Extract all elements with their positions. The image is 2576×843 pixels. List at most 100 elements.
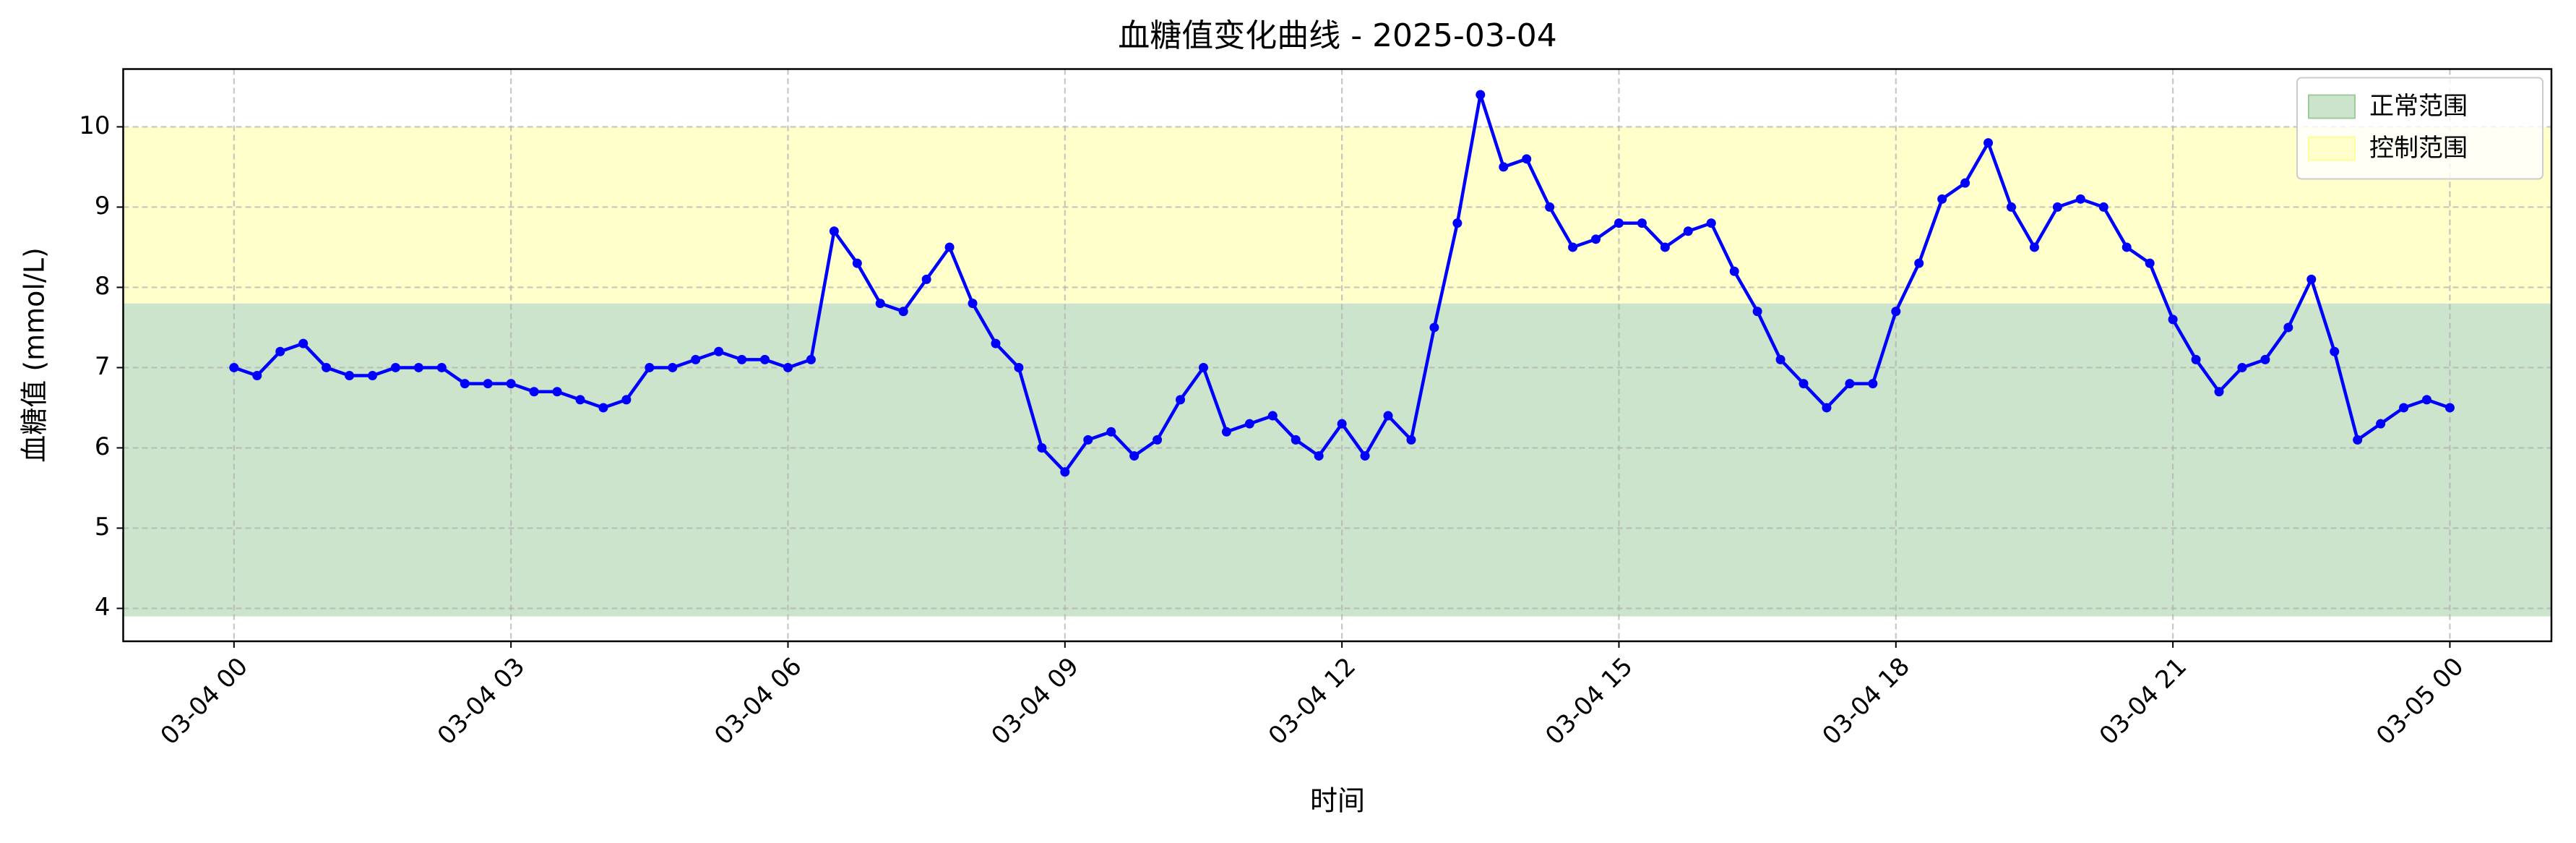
data-point [1568,242,1578,252]
data-point [1429,322,1439,333]
data-point [1153,435,1163,445]
data-point [436,362,447,372]
data-point [760,354,770,364]
data-point [1129,451,1140,461]
plot-frame [122,68,2553,643]
legend-swatch [2308,94,2356,119]
y-tick-label: 7 [95,352,111,381]
data-point [1937,194,1947,204]
data-point [1983,138,1994,148]
legend-label: 正常范围 [2369,92,2468,121]
data-point [413,362,423,372]
data-point [298,338,309,348]
data-point [506,379,516,389]
data-point [1383,411,1393,421]
data-point [483,379,493,389]
data-point [1637,218,1647,228]
data-point [1499,162,1509,172]
data-point [1706,218,1716,228]
data-point [2283,322,2293,333]
data-point [898,307,908,317]
data-point [1522,154,1532,164]
data-point [1799,379,1809,389]
data-point [460,379,470,389]
data-point [1868,379,1878,389]
data-point [691,354,701,364]
data-point [1014,362,1024,372]
data-point [2353,435,2363,445]
data-point [2214,387,2224,397]
chart-title: 血糖值变化曲线 - 2025-03-04 [1118,17,1557,54]
y-tick-label: 6 [95,432,111,461]
data-point [991,338,1001,348]
data-point [1476,90,1486,100]
data-point [875,299,885,309]
data-point [2145,258,2155,268]
data-point [1545,202,1555,212]
data-point [2029,242,2039,252]
data-point [2237,362,2247,372]
data-point [1221,427,1231,437]
data-point [1891,307,1901,317]
x-axis-label: 时间 [1310,785,1365,817]
data-point [322,362,332,372]
data-point [921,274,931,284]
data-point [1752,307,1762,317]
data-point [829,226,839,236]
data-point [529,387,539,397]
data-point [1775,354,1785,364]
data-point [944,242,955,252]
data-point [1267,411,1278,421]
data-point [2376,419,2386,429]
data-point [1822,403,1832,413]
data-point [1314,451,1324,461]
y-tick-label: 10 [79,111,110,140]
data-point [2444,403,2455,413]
data-point [1106,427,1116,437]
y-axis-label: 血糖值 (mmol/L) [19,247,51,463]
data-point [1660,242,1670,252]
data-point [1406,435,1416,445]
data-point [275,346,285,356]
y-tick-label: 4 [95,593,111,622]
data-point [1291,435,1301,445]
data-point [2330,346,2340,356]
data-point [714,346,724,356]
data-point [1083,435,1093,445]
data-point [1060,467,1070,477]
data-point [1614,218,1624,228]
data-point [2052,202,2062,212]
data-point [598,403,608,413]
data-point [1337,419,1347,429]
data-point [1960,178,1970,188]
data-point [737,354,747,364]
data-point [1914,258,1924,268]
data-point [668,362,678,372]
data-point [621,395,632,405]
data-point [2121,242,2132,252]
data-point [2306,274,2317,284]
legend-box [2296,77,2543,180]
data-point [645,362,655,372]
data-point [806,354,816,364]
y-tick-label: 8 [95,272,111,301]
data-point [1198,362,1208,372]
data-point [1176,395,1186,405]
data-point [1452,218,1463,228]
data-point [1360,451,1370,461]
data-point [2075,194,2085,204]
data-point [229,362,239,372]
data-point [575,395,585,405]
range-band [123,127,2551,304]
data-point [968,299,978,309]
data-point [1683,226,1693,236]
data-point [852,258,862,268]
data-point [1729,266,1739,276]
data-point [2422,395,2432,405]
data-point [1845,379,1855,389]
data-point [1244,419,1254,429]
data-point [2168,314,2178,325]
data-point [390,362,400,372]
data-point [2098,202,2108,212]
